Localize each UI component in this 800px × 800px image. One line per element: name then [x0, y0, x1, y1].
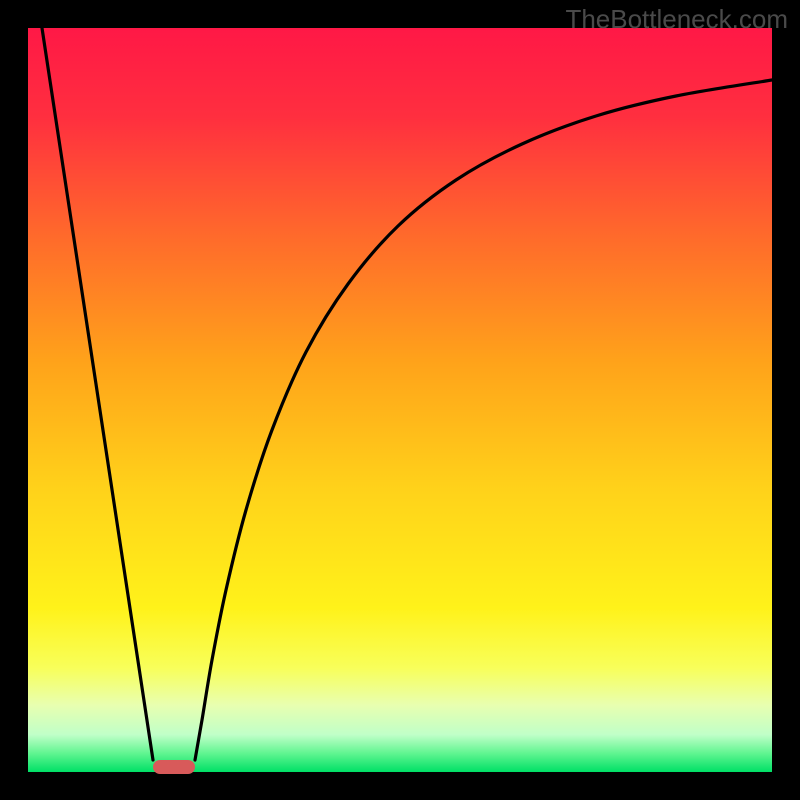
- plot-area: [28, 28, 772, 772]
- watermark-text: TheBottleneck.com: [565, 4, 788, 35]
- bottleneck-curve: [28, 28, 772, 772]
- chart-frame: TheBottleneck.com: [0, 0, 800, 800]
- bottleneck-marker: [153, 760, 195, 774]
